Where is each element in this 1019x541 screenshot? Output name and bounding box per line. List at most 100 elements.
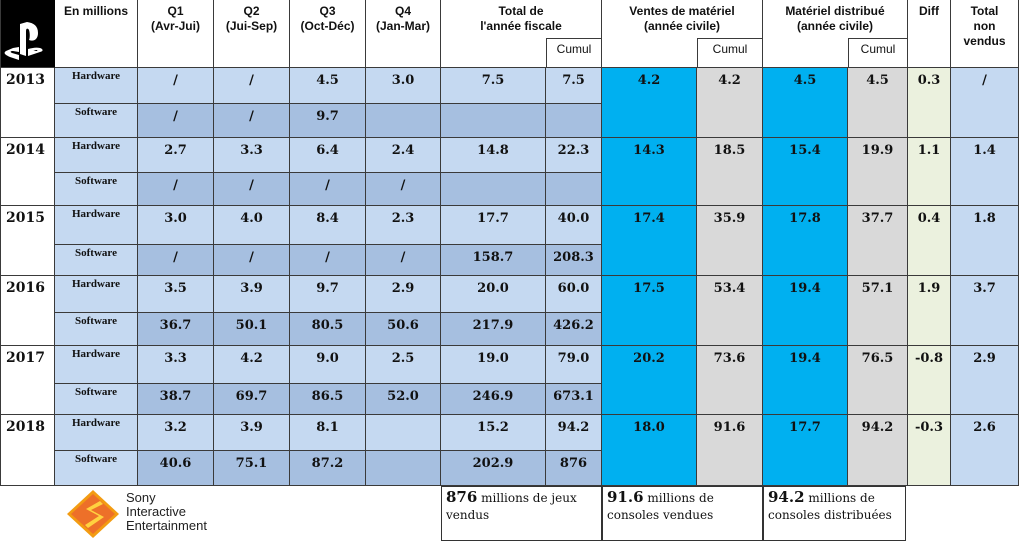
row-separator — [602, 137, 697, 138]
software-label: Software — [55, 451, 138, 486]
ventes-cell: 4.2 — [602, 68, 697, 138]
row-separator — [602, 205, 697, 206]
distrib-cell: 15.4 — [763, 138, 848, 206]
hardware-q2-cell: 4.2 — [214, 346, 290, 384]
row-separator — [602, 485, 697, 486]
ventes-cell: 17.5 — [602, 276, 697, 346]
hardware-cumul-cell: 94.2 — [546, 415, 602, 451]
software-label: Software — [55, 104, 138, 138]
ventes-cumul-cell: 35.9 — [697, 206, 763, 276]
sony-logo-block: Sony Interactive Entertainment — [66, 489, 266, 539]
software-total-cell — [441, 173, 546, 206]
year-label: 2017 — [0, 346, 55, 415]
consoles-distributed-summary-text: millions de consoles distribuées — [768, 491, 892, 522]
sony-logo-line3: Entertainment — [126, 518, 207, 533]
nonvendus-cell: 1.8 — [951, 206, 1019, 276]
row-separator — [763, 485, 848, 486]
consoles-sold-summary-value: 91.6 — [607, 488, 644, 506]
nonvendus-cell: 3.7 — [951, 276, 1019, 346]
software-q2-cell: / — [214, 245, 290, 276]
hardware-q1-cell: 3.2 — [138, 415, 214, 451]
row-separator — [848, 345, 908, 346]
hardware-q3-cell: 8.4 — [290, 206, 366, 245]
hardware-q2-cell: / — [214, 68, 290, 104]
hardware-cumul-cell: 7.5 — [546, 68, 602, 104]
consoles-distributed-summary-value: 94.2 — [768, 488, 805, 506]
header-q3-line1: Q3 — [319, 4, 336, 18]
ventes-cell: 14.3 — [602, 138, 697, 206]
ventes-cumul-cell: 91.6 — [697, 415, 763, 486]
software-q4-cell: 52.0 — [366, 384, 441, 415]
header-q2-line2: (Jui-Sep) — [225, 19, 278, 33]
diff-cell: 1.9 — [908, 276, 951, 346]
distrib-cell: 19.4 — [763, 276, 848, 346]
ventes-cell: 18.0 — [602, 415, 697, 486]
row-separator — [848, 137, 908, 138]
hardware-label: Hardware — [55, 206, 138, 245]
header-nonvendus-line2: non — [973, 19, 996, 33]
hardware-label: Hardware — [55, 138, 138, 173]
corner-header: En millions — [55, 0, 138, 68]
software-total-cell: 158.7 — [441, 245, 546, 276]
header-distrib-cumul-label: Cumul — [848, 38, 908, 68]
software-q3-cell: / — [290, 245, 366, 276]
row-separator — [697, 414, 763, 415]
header-distrib-line2: (année civile) — [796, 19, 874, 33]
software-q2-cell: / — [214, 173, 290, 206]
row-separator — [763, 275, 848, 276]
ventes-cumul-cell: 53.4 — [697, 276, 763, 346]
software-q3-cell: 87.2 — [290, 451, 366, 486]
hardware-q4-cell: 2.9 — [366, 276, 441, 313]
software-q2-cell: 69.7 — [214, 384, 290, 415]
row-separator — [697, 205, 763, 206]
row-separator — [602, 414, 697, 415]
header-q4: Q4 (Jan-Mar) — [366, 0, 441, 68]
distrib-cumul-cell: 37.7 — [848, 206, 908, 276]
sony-logo-line1: Sony — [126, 490, 156, 505]
row-separator — [848, 275, 908, 276]
row-separator — [602, 275, 697, 276]
row-separator — [763, 414, 848, 415]
hardware-label: Hardware — [55, 68, 138, 104]
nonvendus-cell: 2.6 — [951, 415, 1019, 486]
hardware-q4-cell: 2.3 — [366, 206, 441, 245]
header-nonvendus-line1: Total — [970, 4, 999, 18]
sony-interactive-entertainment-logo-icon — [67, 490, 119, 538]
software-q1-cell: 40.6 — [138, 451, 214, 486]
diff-cell: -0.3 — [908, 415, 951, 486]
software-q2-cell: / — [214, 104, 290, 138]
games-sold-summary-text: millions de jeux vendus — [446, 491, 577, 522]
header-q4-line1: Q4 — [394, 4, 411, 18]
hardware-q4-cell: 3.0 — [366, 68, 441, 104]
hardware-total-cell: 19.0 — [441, 346, 546, 384]
hardware-q4-cell — [366, 415, 441, 451]
row-separator — [697, 485, 763, 486]
distrib-cumul-cell: 57.1 — [848, 276, 908, 346]
hardware-q2-cell: 3.3 — [214, 138, 290, 173]
row-separator — [763, 345, 848, 346]
sony-logo-line2: Interactive — [126, 504, 186, 519]
software-q1-cell: / — [138, 104, 214, 138]
software-q1-cell: / — [138, 173, 214, 206]
header-q1: Q1 (Avr-Jui) — [138, 0, 214, 68]
games-sold-summary-value: 876 — [446, 488, 478, 506]
diff-cell: -0.8 — [908, 346, 951, 415]
software-q1-cell: 38.7 — [138, 384, 214, 415]
header-nonvendus-line3: vendus — [963, 34, 1006, 48]
consoles-sold-summary-text: millions de consoles vendues — [607, 491, 714, 522]
distrib-cell: 17.7 — [763, 415, 848, 486]
distrib-cell: 4.5 — [763, 68, 848, 138]
hardware-cumul-cell: 22.3 — [546, 138, 602, 173]
row-separator — [848, 485, 908, 486]
software-label: Software — [55, 313, 138, 346]
hardware-q1-cell: 3.0 — [138, 206, 214, 245]
hardware-q3-cell: 4.5 — [290, 68, 366, 104]
software-q4-cell — [366, 104, 441, 138]
header-ventes-line2: (année civile) — [643, 19, 721, 33]
header-q2-line1: Q2 — [243, 4, 260, 18]
hardware-total-cell: 17.7 — [441, 206, 546, 245]
distrib-cumul-cell: 19.9 — [848, 138, 908, 206]
header-q3-line2: (Oct-Déc) — [300, 19, 355, 33]
hardware-total-cell: 7.5 — [441, 68, 546, 104]
